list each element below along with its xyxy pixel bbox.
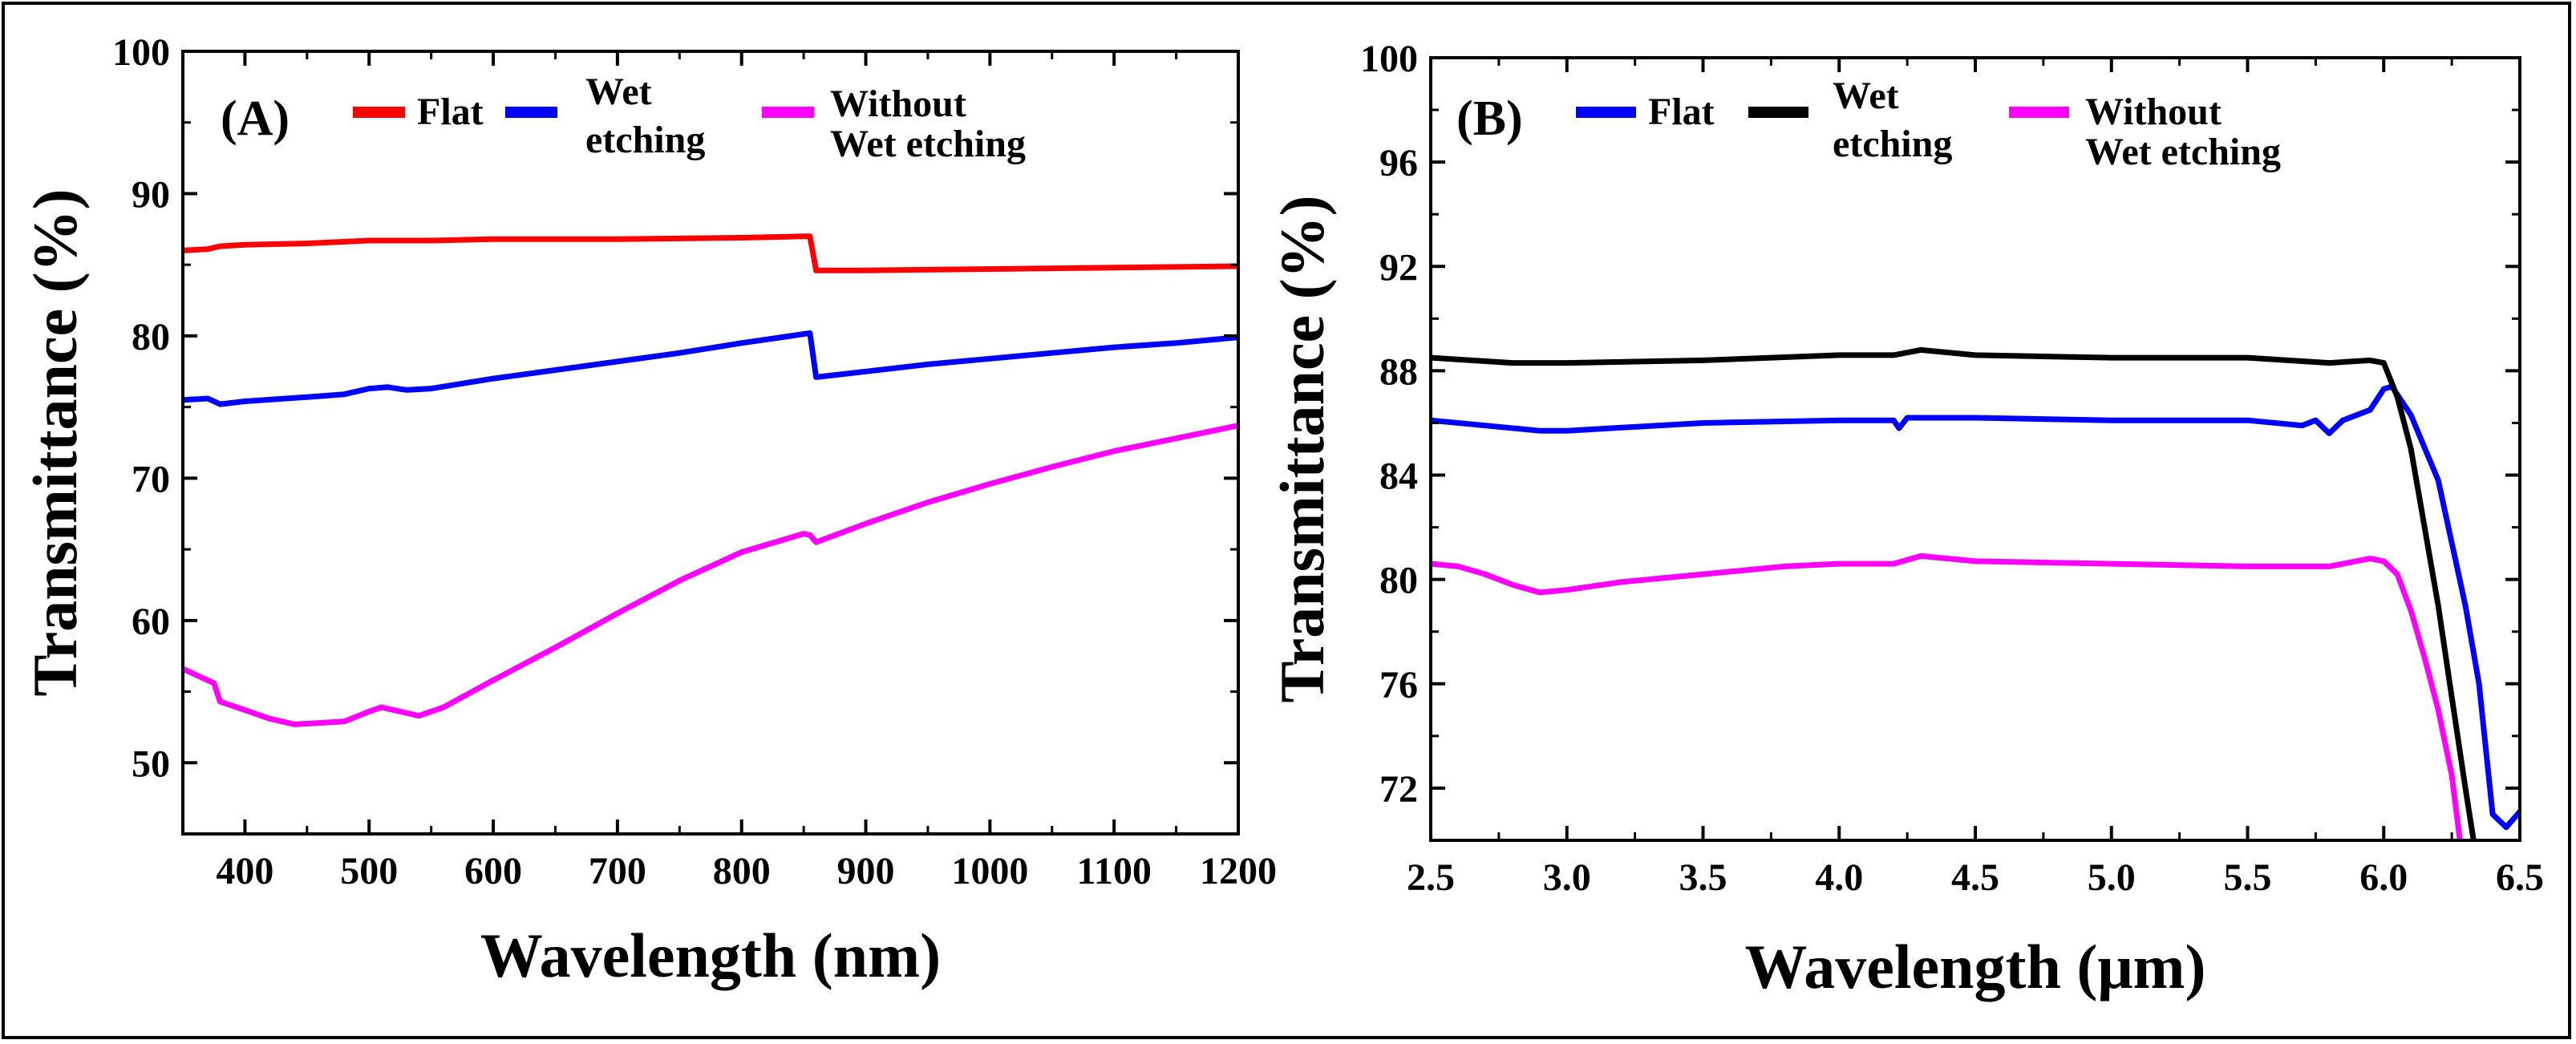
panel-b-legend: Flat Wet etching Without Wet etching bbox=[1576, 75, 2281, 173]
legend-label-wet-etching-b-line1: Wet bbox=[1833, 75, 1899, 117]
panel-b-series-without-wet-etching bbox=[1431, 552, 2463, 840]
legend-label-wet-etching-line2: etching bbox=[585, 119, 705, 161]
panel-b-y-tick-label: 100 bbox=[1360, 38, 1418, 80]
panel-b-y-tick-label: 88 bbox=[1379, 350, 1418, 393]
panel-b-x-tick-label: 2.5 bbox=[1407, 856, 1455, 899]
panel-a-y-tick-label: 60 bbox=[132, 601, 170, 643]
legend-label-without-b-line1: Without bbox=[2085, 91, 2222, 133]
panel-a-series-wet-etching bbox=[183, 330, 1238, 407]
panel-b-y-tick-label: 80 bbox=[1379, 560, 1418, 602]
panel-a-x-tick-label: 600 bbox=[464, 850, 522, 892]
panel-b-y-tick-label: 96 bbox=[1379, 142, 1418, 184]
panel-b-x-tick-label: 6.0 bbox=[2359, 856, 2408, 899]
panel-b-x-tick-label: 5.5 bbox=[2224, 856, 2272, 899]
legend-label-without-line1: Without bbox=[830, 83, 966, 125]
panel-b-label: (B) bbox=[1456, 91, 1523, 146]
panel-a-plot-frame bbox=[181, 50, 1240, 836]
panel-a-legend: Flat Wet etching Without Wet etching bbox=[353, 71, 1026, 165]
panel-a-x-tick-label: 900 bbox=[837, 850, 895, 892]
panel-a-ticks: 400 500 600 700 800 900 1000 1100 1200 50 60 70 80 90… bbox=[112, 31, 1277, 892]
panel-b-ticks: 2.5 3.0 3.5 4.0 4.5 5.0 5.5 6.0 6.5 72 76 80 84 88 92 9… bbox=[1360, 38, 2544, 899]
panel-a-x-tick-label: 1100 bbox=[1076, 850, 1151, 892]
panel-b-series-flat bbox=[1431, 383, 2520, 831]
legend-label-wet-etching-b-line2: etching bbox=[1833, 123, 1952, 165]
panel-a-y-tick-label: 80 bbox=[132, 316, 170, 358]
panel-a-y-tick-label: 50 bbox=[132, 743, 170, 785]
panel-b: 2.5 3.0 3.5 4.0 4.5 5.0 5.5 6.0 6.5 72 76 80 84 88 92 9… bbox=[1267, 38, 2544, 1002]
panel-a-y-axis-label: Transmittance (%) bbox=[20, 188, 90, 696]
legend-label-flat-b: Flat bbox=[1648, 91, 1715, 133]
panel-a-x-tick-label: 1000 bbox=[951, 850, 1028, 892]
panel-b-y-axis-label: Transmittance (%) bbox=[1267, 195, 1337, 702]
legend-label-wet-etching-line1: Wet bbox=[585, 71, 652, 113]
panel-a-x-tick-label: 400 bbox=[216, 850, 273, 892]
panel-b-y-tick-label: 76 bbox=[1379, 664, 1418, 706]
panel-b-x-tick-label: 6.5 bbox=[2496, 856, 2544, 899]
panel-a-y-tick-label: 70 bbox=[132, 458, 170, 500]
legend-label-flat: Flat bbox=[417, 91, 484, 133]
legend-label-without-b-line2: Wet etching bbox=[2085, 131, 2281, 173]
panel-a: 400 500 600 700 800 900 1000 1100 1200 50 60 70 80 90… bbox=[20, 31, 1277, 990]
panel-a-y-tick-label: 90 bbox=[132, 173, 170, 216]
panel-b-x-axis-label: Wavelength (μm) bbox=[1745, 932, 2206, 1002]
panel-b-series-wet-etching bbox=[1431, 346, 2477, 840]
panel-a-x-tick-label: 800 bbox=[713, 850, 771, 892]
panel-b-x-tick-label: 3.0 bbox=[1543, 856, 1591, 899]
panel-a-x-tick-label: 700 bbox=[589, 850, 646, 892]
panel-b-y-tick-label: 92 bbox=[1379, 246, 1418, 289]
legend-label-without-line2: Wet etching bbox=[830, 123, 1026, 165]
panel-b-y-tick-label: 84 bbox=[1379, 455, 1418, 498]
panel-b-plot-frame bbox=[1429, 56, 2521, 842]
panel-a-x-tick-label: 500 bbox=[340, 850, 398, 892]
panel-a-x-axis-label: Wavelength (nm) bbox=[480, 921, 941, 990]
panel-a-label: (A) bbox=[221, 91, 290, 146]
panel-b-series bbox=[1431, 346, 2520, 840]
panel-a-y-tick-label: 100 bbox=[112, 31, 170, 74]
panel-b-y-tick-label: 72 bbox=[1379, 768, 1418, 811]
panel-a-series bbox=[183, 233, 1238, 727]
panel-b-x-tick-label: 4.0 bbox=[1815, 856, 1863, 899]
panel-b-x-tick-label: 3.5 bbox=[1679, 856, 1727, 899]
panel-a-x-tick-label: 1200 bbox=[1200, 850, 1277, 892]
panel-b-x-tick-label: 4.5 bbox=[1951, 856, 1999, 899]
panel-a-series-flat bbox=[183, 233, 1238, 273]
panel-b-x-tick-label: 5.0 bbox=[2088, 856, 2136, 899]
panel-a-series-without-wet-etching bbox=[183, 423, 1238, 727]
